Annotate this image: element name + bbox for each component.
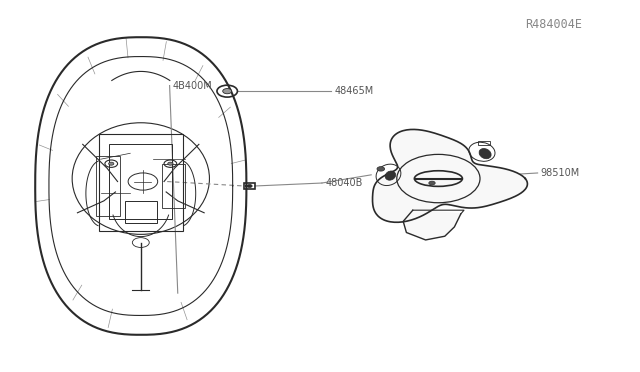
Ellipse shape	[479, 148, 491, 159]
Circle shape	[377, 167, 385, 171]
Bar	[244, 183, 255, 189]
Polygon shape	[372, 129, 527, 222]
Text: R484004E: R484004E	[525, 18, 582, 31]
Circle shape	[223, 89, 232, 94]
Polygon shape	[403, 210, 461, 240]
Bar	[162, 164, 185, 208]
Ellipse shape	[385, 171, 396, 180]
Circle shape	[168, 162, 173, 165]
Circle shape	[247, 185, 252, 187]
Text: 98510M: 98510M	[541, 168, 580, 178]
Bar	[125, 201, 157, 223]
Text: 48040B: 48040B	[325, 178, 362, 188]
Bar	[109, 144, 172, 219]
Circle shape	[109, 162, 114, 165]
Text: 4B400M: 4B400M	[173, 81, 212, 90]
Bar	[97, 156, 120, 216]
Circle shape	[429, 181, 435, 185]
Text: 48465M: 48465M	[334, 86, 373, 96]
Bar	[99, 134, 183, 231]
Bar	[478, 141, 490, 145]
